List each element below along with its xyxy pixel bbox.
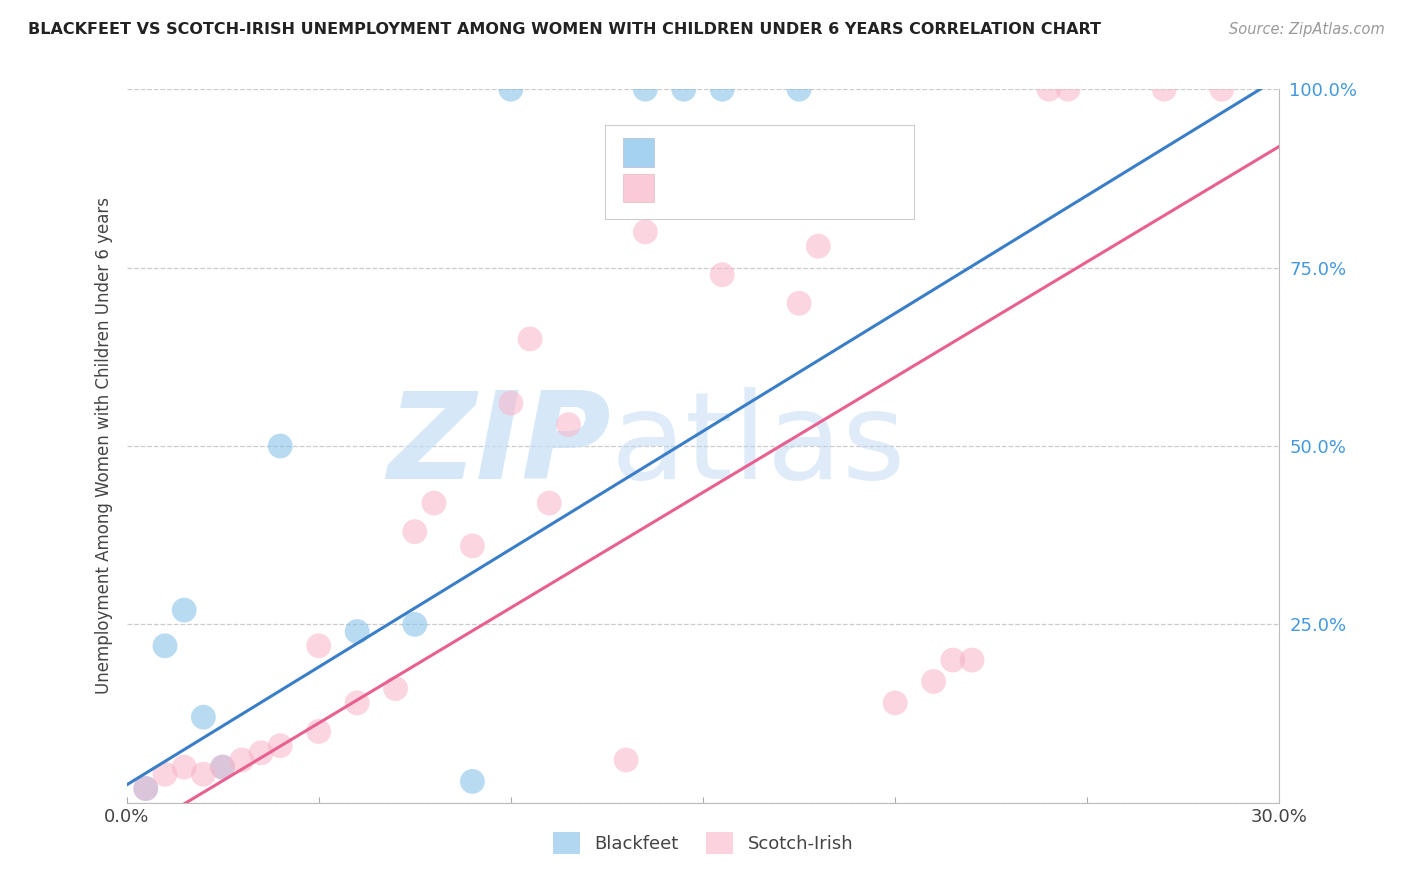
Point [269, 739, 291, 753]
Text: atlas: atlas [610, 387, 907, 505]
Point [153, 767, 176, 781]
Point [711, 82, 734, 96]
Point [346, 696, 368, 710]
Point [423, 496, 446, 510]
Point [499, 396, 522, 410]
Point [135, 781, 157, 796]
Point [1153, 82, 1175, 96]
Point [250, 746, 273, 760]
Point [153, 639, 176, 653]
Point [614, 753, 637, 767]
Point [538, 496, 561, 510]
Point [787, 82, 810, 96]
Point [404, 617, 426, 632]
Point [942, 653, 965, 667]
Text: R = 0.801   N = 32: R = 0.801 N = 32 [662, 181, 846, 199]
Point [173, 603, 195, 617]
Point [1038, 82, 1060, 96]
Point [960, 653, 983, 667]
Point [787, 296, 810, 310]
Point [634, 225, 657, 239]
Point [672, 82, 695, 96]
Point [384, 681, 406, 696]
Point [1211, 82, 1233, 96]
Point [211, 760, 233, 774]
Point [884, 696, 907, 710]
Legend: Blackfeet, Scotch-Irish: Blackfeet, Scotch-Irish [546, 825, 860, 862]
Text: ZIP: ZIP [387, 387, 610, 505]
Point [308, 724, 330, 739]
Point [461, 774, 484, 789]
Point [193, 767, 215, 781]
Text: R = 0.731   N = 14: R = 0.731 N = 14 [662, 145, 846, 163]
Point [557, 417, 579, 432]
Text: Source: ZipAtlas.com: Source: ZipAtlas.com [1229, 22, 1385, 37]
Point [711, 268, 734, 282]
Point [461, 539, 484, 553]
Point [193, 710, 215, 724]
Point [922, 674, 945, 689]
Point [1057, 82, 1080, 96]
Point [404, 524, 426, 539]
Point [269, 439, 291, 453]
Point [135, 781, 157, 796]
Point [173, 760, 195, 774]
Text: BLACKFEET VS SCOTCH-IRISH UNEMPLOYMENT AMONG WOMEN WITH CHILDREN UNDER 6 YEARS C: BLACKFEET VS SCOTCH-IRISH UNEMPLOYMENT A… [28, 22, 1101, 37]
Point [499, 82, 522, 96]
Point [807, 239, 830, 253]
Point [211, 760, 233, 774]
Point [634, 82, 657, 96]
Point [346, 624, 368, 639]
Point [308, 639, 330, 653]
Point [519, 332, 541, 346]
Point [231, 753, 253, 767]
Y-axis label: Unemployment Among Women with Children Under 6 years: Unemployment Among Women with Children U… [94, 197, 112, 695]
